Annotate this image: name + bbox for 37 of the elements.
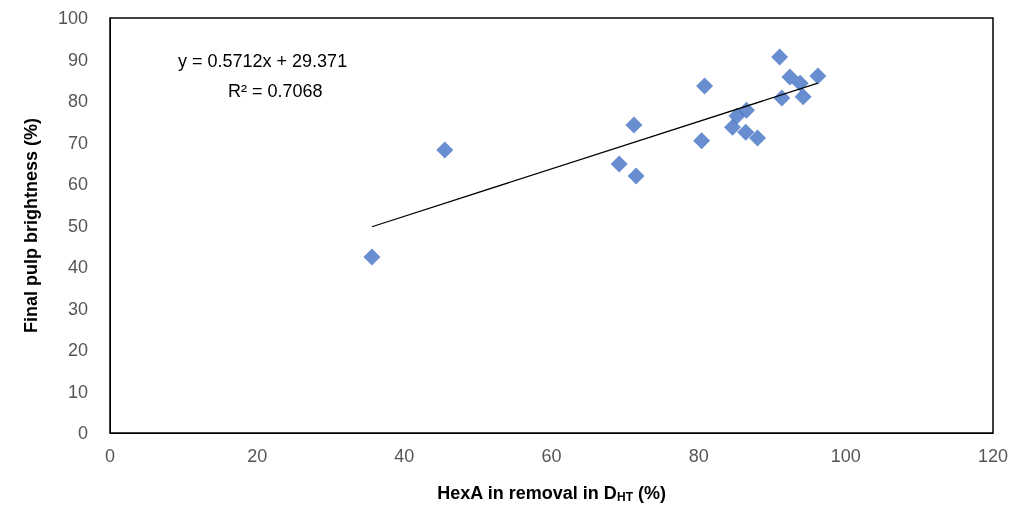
point [693,132,711,150]
point [809,67,827,85]
point [791,74,809,92]
point [737,123,755,141]
x-tick-label: 120 [977,446,1009,466]
y-tick-label: 70 [67,132,88,153]
y-tick-label: 0 [77,423,88,443]
y-tick-label: 100 [57,8,88,28]
x-tick-label: 60 [541,446,562,466]
y-tick-label: 30 [67,298,88,319]
y-tick-label: 10 [67,381,88,402]
point [363,248,381,266]
x-tick-label: 20 [247,446,268,466]
point [738,101,755,119]
x-tick-label: 100 [830,446,861,466]
point [771,48,789,66]
point [610,155,628,173]
x-tick-label: 40 [394,446,415,466]
point [627,167,645,185]
point [724,118,742,136]
point [781,68,799,86]
y-tick-label: 90 [67,49,88,70]
annotation: y = 0.5712x + 29.371 [178,51,348,71]
y-tick-label: 20 [67,340,88,360]
point [749,129,767,147]
y-tick-label: 50 [67,215,88,236]
x-tick-label: 0 [104,446,116,466]
y-tick-label: 40 [67,257,88,277]
point [696,77,714,95]
point [625,116,643,134]
y-tick-label: 80 [67,91,88,111]
y-tick-label: 60 [67,174,88,194]
x-tick-label: 80 [688,446,709,466]
y-axis-title: Final pulp brightness (%) [21,118,41,333]
annotation: R² = 0.7068 [228,81,323,101]
point [794,88,812,106]
point [436,141,454,159]
